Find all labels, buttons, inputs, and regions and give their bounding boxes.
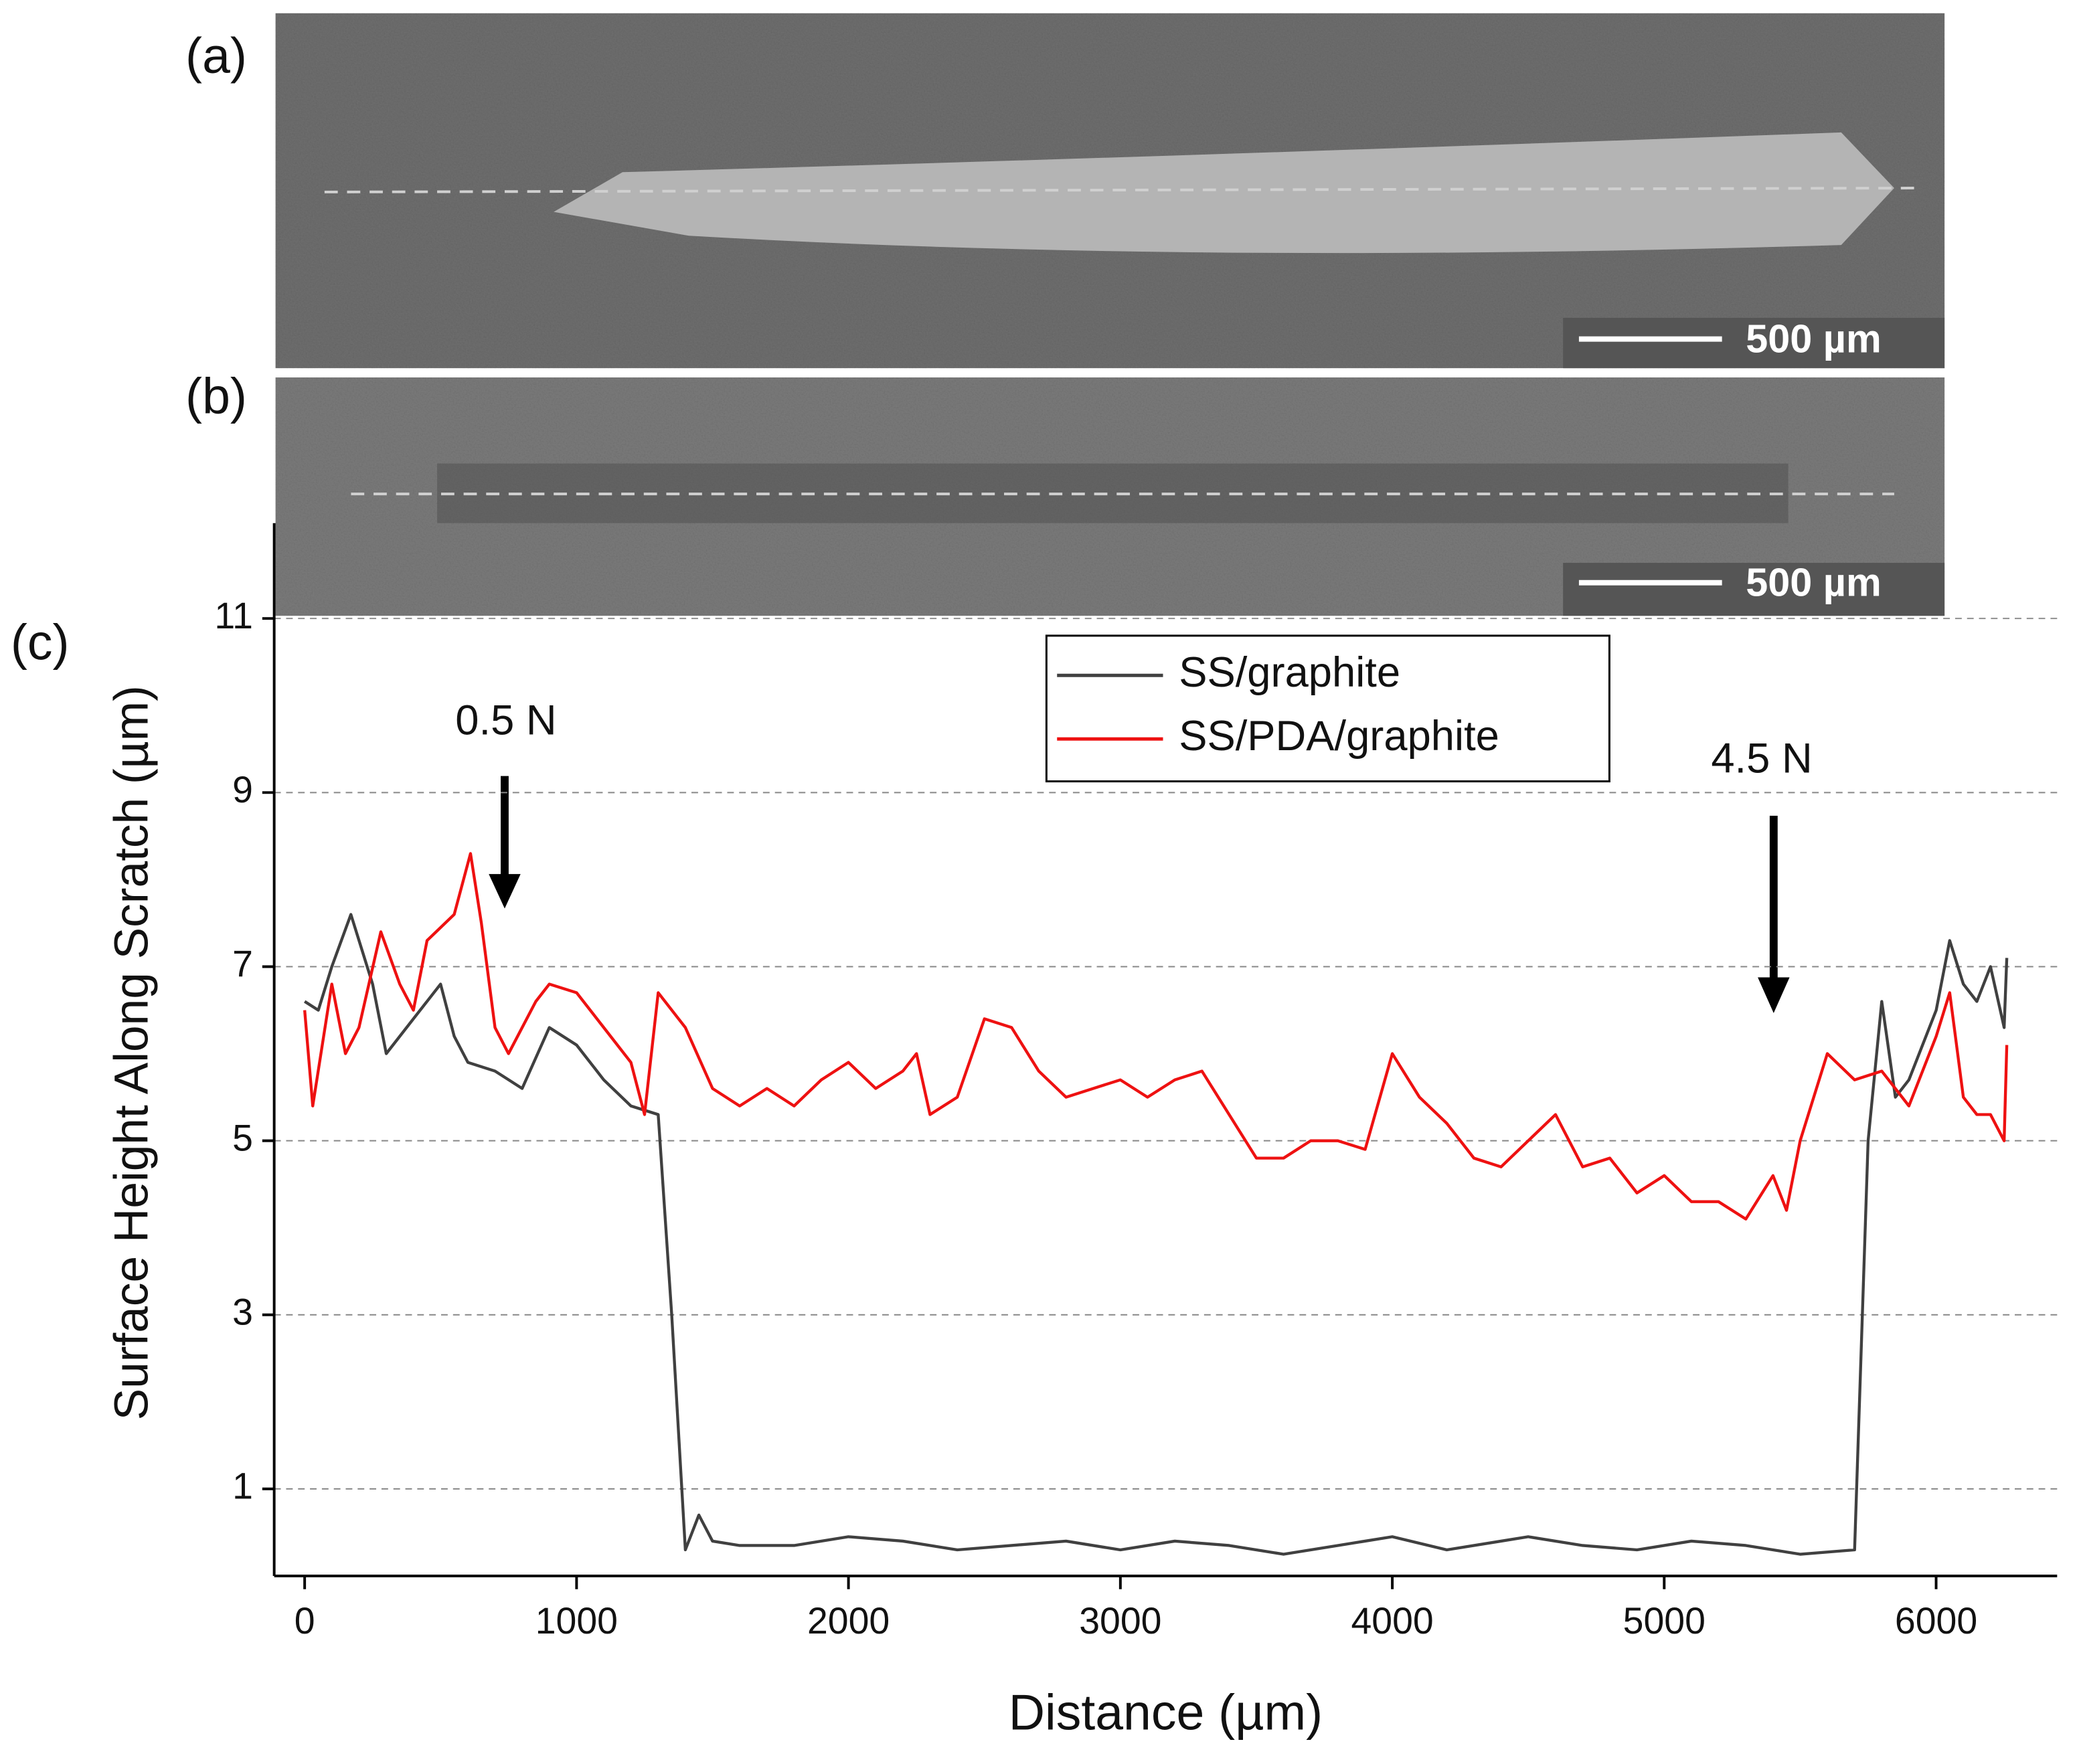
x-tick-label: 6000 <box>1895 1600 1977 1642</box>
panel-label: (a) <box>185 27 247 84</box>
y-tick-label: 5 <box>232 1117 253 1158</box>
legend-box <box>1045 634 1610 783</box>
legend-label: SS/PDA/graphite <box>1179 713 1499 760</box>
scratch-track <box>437 463 1789 523</box>
y-tick-label: 7 <box>232 943 253 984</box>
series-line <box>303 852 2009 1221</box>
y-tick-label: 11 <box>214 595 253 636</box>
x-axis-label: Distance (µm) <box>1009 1684 1323 1741</box>
panel-label: (c) <box>11 614 70 671</box>
x-tick-label: 5000 <box>1623 1600 1706 1642</box>
y-axis-label: Surface Height Along Scratch (µm) <box>106 685 159 1420</box>
series-line <box>303 913 2009 1556</box>
annotation: 0.5 N <box>455 697 556 743</box>
y-tick-label: 9 <box>232 769 253 810</box>
micrograph-b: 500 µm <box>275 377 1945 616</box>
x-tick-label: 3000 <box>1079 1600 1161 1642</box>
arrow-head <box>489 874 521 909</box>
annotation: 4.5 N <box>1711 735 1812 782</box>
y-tick-label: 3 <box>232 1291 253 1332</box>
scale-bar-box <box>1563 563 1945 616</box>
panel-label: (b) <box>185 368 247 424</box>
x-tick-label: 2000 <box>807 1600 890 1642</box>
legend-label: SS/graphite <box>1179 649 1400 696</box>
arrow-head <box>1758 977 1790 1013</box>
scratch-track <box>554 132 1894 254</box>
x-tick-label: 4000 <box>1351 1600 1433 1642</box>
x-tick-label: 1000 <box>535 1600 618 1642</box>
micrograph-a: 500 µm <box>275 13 1945 369</box>
scale-bar-box <box>1563 317 1945 369</box>
y-tick-label: 1 <box>232 1466 253 1507</box>
scan-line <box>324 187 1921 193</box>
scale-bar-label: 500 µm <box>1746 316 1882 361</box>
scale-bar-label: 500 µm <box>1746 559 1882 604</box>
x-tick-label: 0 <box>295 1600 315 1642</box>
